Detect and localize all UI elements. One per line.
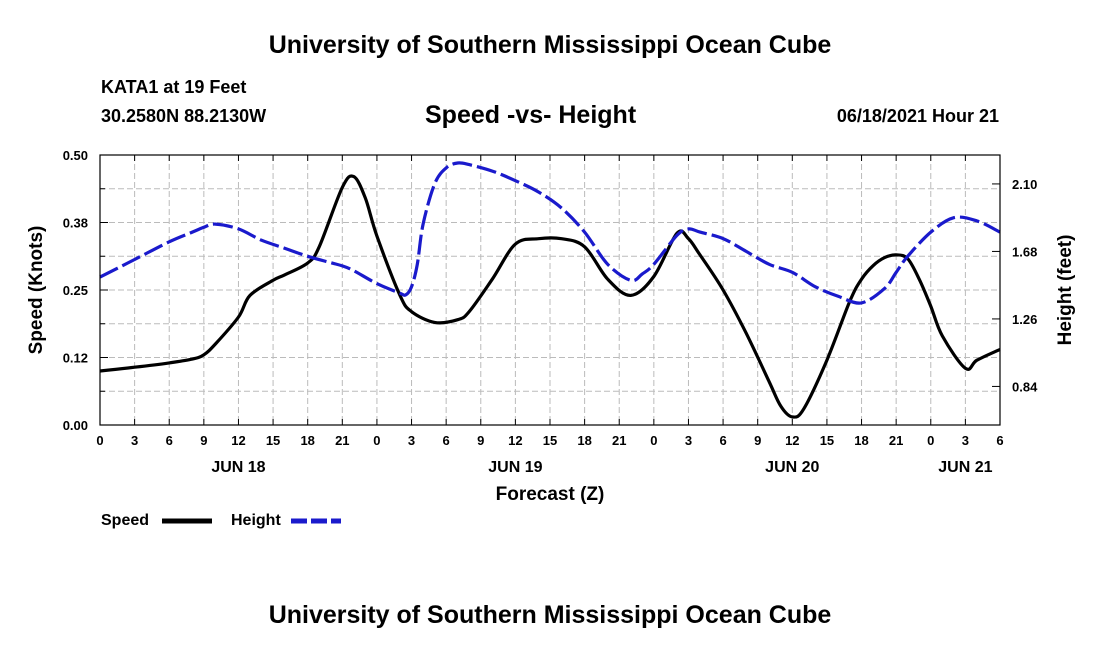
x-tick-label: 9 (754, 433, 761, 448)
x-tick-label: 21 (335, 433, 349, 448)
x-tick-label: 3 (962, 433, 969, 448)
day-label: JUN 21 (938, 459, 992, 476)
x-tick-label: 12 (508, 433, 522, 448)
x-tick-label: 3 (408, 433, 415, 448)
y2-tick-label: 2.10 (1012, 177, 1037, 192)
y-tick-label: 0.00 (63, 418, 88, 433)
y-axis-title: Speed (Knots) (26, 226, 47, 355)
footer-title: University of Southern Mississippi Ocean… (268, 601, 832, 629)
chart-title: Speed -vs- Height (425, 101, 637, 129)
y2-tick-label: 1.68 (1012, 244, 1037, 259)
y-tick-label: 0.12 (63, 351, 88, 366)
y2-tick-label: 1.26 (1012, 312, 1037, 327)
x-tick-label: 9 (200, 433, 207, 448)
legend-height-label: Height (231, 512, 281, 529)
y2-axis-title: Height (feet) (1055, 235, 1076, 346)
grid-lines (100, 155, 1000, 425)
series-lines (99, 161, 1001, 419)
x-tick-label: 21 (612, 433, 626, 448)
day-label: JUN 19 (488, 459, 542, 476)
page-title: University of Southern Mississippi Ocean… (268, 31, 832, 59)
x-tick-label: 21 (889, 433, 903, 448)
x-tick-label: 15 (820, 433, 834, 448)
legend-speed-label: Speed (101, 512, 149, 529)
day-label: JUN 18 (211, 459, 265, 476)
station-label: KATA1 at 19 Feet (101, 77, 247, 97)
x-tick-label: 0 (96, 433, 103, 448)
forecast-datetime: 06/18/2021 Hour 21 (836, 106, 999, 126)
x-tick-label: 9 (477, 433, 484, 448)
y-tick-label: 0.38 (63, 216, 88, 231)
height-series-line (99, 161, 1001, 305)
plot-frame (99, 154, 1001, 426)
day-label: JUN 20 (765, 459, 819, 476)
y-tick-label: 0.25 (63, 283, 88, 298)
x-tick-label: 15 (543, 433, 557, 448)
x-tick-label: 3 (131, 433, 138, 448)
station-coordinates: 30.2580N 88.2130W (101, 106, 267, 126)
speed-series-line (99, 174, 1001, 419)
x-tick-label: 6 (443, 433, 450, 448)
x-tick-label: 0 (650, 433, 657, 448)
tick-labels: 0 3 6 9 12 15 18 21 0 3 6 9 12 15 18 21 0 3 6 9 12 15 18 21 0 3 6 0… (63, 148, 1038, 476)
x-tick-label: 18 (577, 433, 591, 448)
x-tick-label: 18 (854, 433, 868, 448)
legend: Speed Height (101, 512, 341, 529)
x-tick-label: 12 (785, 433, 799, 448)
x-tick-label: 0 (927, 433, 934, 448)
x-tick-label: 6 (996, 433, 1003, 448)
y2-tick-label: 0.84 (1012, 379, 1038, 394)
x-tick-label: 6 (719, 433, 726, 448)
x-axis-title: Forecast (Z) (496, 484, 605, 505)
x-tick-label: 3 (685, 433, 692, 448)
x-tick-label: 12 (231, 433, 245, 448)
y-tick-label: 0.50 (63, 148, 88, 163)
x-tick-label: 18 (300, 433, 314, 448)
x-tick-label: 0 (373, 433, 380, 448)
x-tick-label: 6 (166, 433, 173, 448)
x-tick-label: 15 (266, 433, 280, 448)
